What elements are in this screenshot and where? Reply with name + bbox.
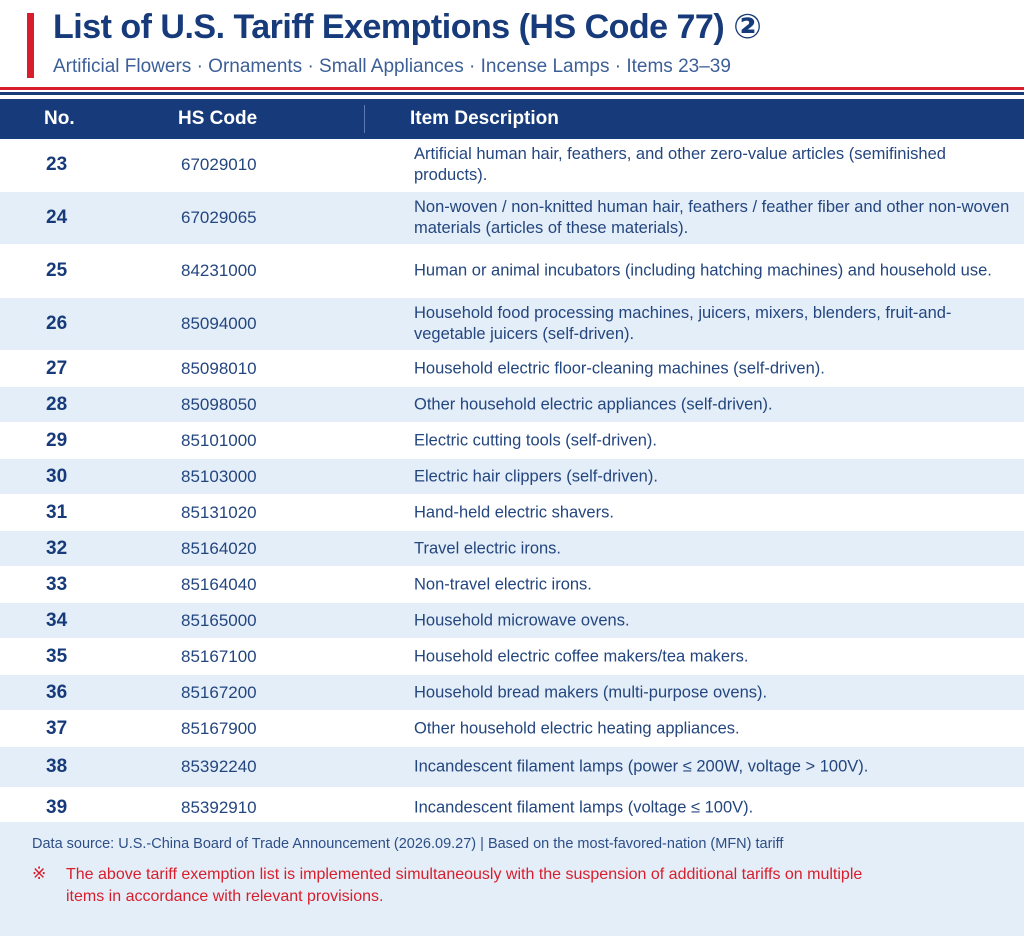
row-number: 36 <box>46 681 68 703</box>
hs-code-cell: 85098010 <box>181 358 257 378</box>
hs-code-cell: 85094000 <box>181 314 257 333</box>
table-header: No. HS Code Item Description <box>0 99 1024 139</box>
item-description-cell: Non-woven / non-knitted human hair, feat… <box>414 198 1010 237</box>
data-source-text: Data source: U.S.-China Board of Trade A… <box>32 836 784 852</box>
hs-code-cell: 85103000 <box>181 466 257 486</box>
hs-code-cell: 67029065 <box>181 208 257 227</box>
hs-code-cell: 85164020 <box>181 538 257 558</box>
table-row: 38 85392240 Incandescent filament lamps (p… <box>0 747 1024 788</box>
table-row: 32 85164020 Travel electric irons. <box>0 531 1024 567</box>
item-description-cell: Household electric floor-cleaning machin… <box>414 359 825 377</box>
column-header-no: No. <box>44 108 75 129</box>
page-header: List of U.S. Tariff Exemptions (HS Code … <box>0 0 1024 88</box>
item-description-cell: Electric hair clippers (self-driven). <box>414 467 658 485</box>
row-number: 37 <box>46 717 68 739</box>
hs-code-cell: 85392240 <box>181 757 257 776</box>
table-row: 30 85103000 Electric hair clippers (self-d… <box>0 459 1024 495</box>
item-description-cell: Other household electric heating applian… <box>414 719 740 737</box>
item-description-cell: Travel electric irons. <box>414 539 562 557</box>
item-description-cell: Household bread makers (multi-purpose ov… <box>414 683 768 701</box>
item-description-cell: Household food processing machines, juic… <box>414 304 952 343</box>
hs-code-cell: 85101000 <box>181 430 257 450</box>
hs-code-cell: 85131020 <box>181 502 257 522</box>
table-row: 33 85164040 Non-travel electric irons. <box>0 567 1024 603</box>
item-description-cell: Hand-held electric shavers. <box>414 503 614 521</box>
column-divider <box>364 105 365 133</box>
header-divider-red <box>0 87 1024 90</box>
row-number: 28 <box>46 393 68 415</box>
item-description-cell: Human or animal incubators (including ha… <box>414 261 992 280</box>
table-row: 24 67029065 Non-woven / non-knitted human … <box>0 192 1024 245</box>
row-number: 30 <box>46 465 68 487</box>
hs-code-cell: 85167900 <box>181 718 257 738</box>
table-row: 27 85098010 Household electric floor-clean… <box>0 351 1024 387</box>
item-description-cell: Household electric coffee makers/tea mak… <box>414 647 749 665</box>
header-divider-navy <box>0 92 1024 95</box>
page-title: List of U.S. Tariff Exemptions (HS Code … <box>53 8 762 46</box>
table-row: 25 84231000 Human or animal incubators (in… <box>0 245 1024 298</box>
title-accent-bar <box>27 13 34 78</box>
row-number: 24 <box>46 207 68 228</box>
row-number: 23 <box>46 154 68 175</box>
item-description-cell: Household microwave ovens. <box>414 611 630 629</box>
hs-code-cell: 85164040 <box>181 574 257 594</box>
table-row: 34 85165000 Household microwave ovens. <box>0 603 1024 639</box>
row-number: 26 <box>46 313 68 334</box>
row-number: 34 <box>46 609 68 631</box>
row-number: 33 <box>46 573 68 595</box>
item-description-cell: Incandescent filament lamps (power ≤ 200… <box>414 757 869 776</box>
footer-notes: Data source: U.S.-China Board of Trade A… <box>0 822 1024 936</box>
table-row: 28 85098050 Other household electric appli… <box>0 387 1024 423</box>
row-number: 38 <box>46 756 68 777</box>
row-number: 32 <box>46 537 68 559</box>
row-number: 35 <box>46 645 68 667</box>
column-header-hs-code: HS Code <box>178 108 258 129</box>
hs-code-cell: 67029010 <box>181 155 257 174</box>
hs-code-cell: 85167200 <box>181 682 257 702</box>
item-description-cell: Incandescent filament lamps (voltage ≤ 1… <box>414 798 754 817</box>
hs-code-cell: 85165000 <box>181 610 257 630</box>
row-number: 39 <box>46 797 68 818</box>
table-row: 26 85094000 Household food processing mach… <box>0 298 1024 351</box>
hs-code-cell: 84231000 <box>181 261 257 280</box>
reference-mark-icon: ※ <box>32 864 47 883</box>
table-row: 23 67029010 Artificial human hair, feather… <box>0 139 1024 192</box>
row-number: 25 <box>46 260 68 281</box>
table-row: 29 85101000 Electric cutting tools (self-d… <box>0 423 1024 459</box>
item-description-cell: Artificial human hair, feathers, and oth… <box>414 145 946 184</box>
column-header-description: Item Description <box>410 108 559 129</box>
item-description-cell: Other household electric appliances (sel… <box>414 395 773 413</box>
table-body: 23 67029010 Artificial human hair, feather… <box>0 139 1024 829</box>
exemption-table: No. HS Code Item Description 23 67029010 A… <box>0 99 1024 829</box>
item-description-cell: Non-travel electric irons. <box>414 575 592 593</box>
footnote-text: The above tariff exemption list is imple… <box>66 866 863 905</box>
row-number: 27 <box>46 357 68 379</box>
page-subtitle: Artificial Flowers · Ornaments · Small A… <box>53 56 731 77</box>
hs-code-cell: 85098050 <box>181 394 257 414</box>
table-row: 37 85167900 Other household electric heati… <box>0 711 1024 747</box>
item-description-cell: Electric cutting tools (self-driven). <box>414 431 657 449</box>
table-row: 35 85167100 Household electric coffee make… <box>0 639 1024 675</box>
hs-code-cell: 85167100 <box>181 646 257 666</box>
hs-code-cell: 85392910 <box>181 798 257 817</box>
row-number: 31 <box>46 501 68 523</box>
table-row: 36 85167200 Household bread makers (multi-… <box>0 675 1024 711</box>
row-number: 29 <box>46 429 68 451</box>
table-row: 31 85131020 Hand-held electric shavers. <box>0 495 1024 531</box>
